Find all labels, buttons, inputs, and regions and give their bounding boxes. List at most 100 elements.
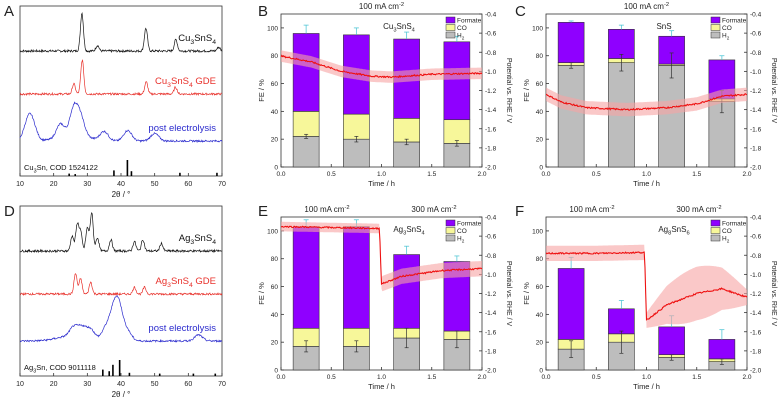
y-tick-label: 60: [536, 81, 544, 88]
panel-letter: F: [515, 203, 524, 220]
x-tick-label: 1.5: [692, 374, 701, 381]
legend-label: CO: [722, 25, 732, 32]
y2-axis-label: Potential vs. RHE / V: [505, 261, 512, 327]
legend-swatch: [445, 219, 456, 227]
bar-formate: [292, 33, 320, 112]
y2-tick-label: -0.6: [485, 234, 497, 241]
series-label: Ag3SnS4 GDE: [156, 276, 216, 289]
y2-tick-label: -0.6: [485, 31, 497, 38]
bar-h2: [557, 65, 585, 168]
x-tick-label: 0.0: [276, 374, 285, 381]
y2-tick-label: -0.8: [750, 253, 762, 260]
y2-tick-label: -1.6: [750, 329, 762, 336]
y2-tick-label: -1.2: [750, 291, 762, 298]
series-label: post electrolysis: [148, 323, 216, 334]
x-axis-label: Time / h: [368, 382, 395, 391]
panel-letter: A: [4, 3, 14, 20]
y-axis-label: FE / %: [257, 282, 266, 305]
y-tick-label: 20: [536, 137, 544, 144]
panel-b: B 0.0 0.5 1.0 1.5 2.0 Time / h 0 20 40 60 80 100 FE /…: [257, 2, 512, 188]
panel-letter: C: [515, 3, 526, 20]
legend-swatch: [445, 227, 456, 234]
potential-band: [546, 244, 747, 328]
y2-tick-label: -1.4: [750, 310, 762, 317]
legend-swatch: [710, 219, 721, 227]
series-label: Ag3SnS4: [179, 233, 216, 246]
x-tick-label: 0.5: [592, 374, 601, 381]
legend-swatch: [710, 227, 721, 234]
x-tick-label: 50: [151, 181, 159, 188]
y2-tick-label: -0.6: [750, 31, 762, 38]
legend-label: CO: [457, 25, 467, 32]
reference-label: Ag3Sn, COD 9011118: [24, 363, 96, 374]
panel-f: F 0.0 0.5 1.0 1.5 2.0 Time / h 0 20 40 60 80 100 FE /…: [515, 203, 777, 391]
x-tick-label: 1.5: [427, 374, 436, 381]
series-line: [19, 59, 223, 97]
bar-h2: [292, 136, 320, 168]
header-current-2: 300 mA cm-2: [676, 205, 721, 214]
y-tick-label: 80: [536, 256, 544, 263]
x-tick-label: 2.0: [477, 374, 486, 381]
y2-tick-label: -0.4: [485, 12, 497, 19]
legend-label: H2: [457, 33, 465, 41]
potential-band: [281, 221, 482, 292]
legend-swatch: [710, 234, 721, 242]
x-tick-label: 10: [16, 181, 24, 188]
y-axis-label: FE / %: [522, 79, 531, 102]
panel-a: A 10 20 30 40 50 60 70 2θ / ° Cu3SnS4 Cu3SnS4 GDE p…: [4, 3, 226, 199]
header-current-2: 300 mA cm-2: [411, 205, 456, 214]
panel-letter: E: [258, 203, 268, 220]
y2-tick-label: -2.0: [485, 368, 497, 375]
x-tick-label: 1.5: [427, 171, 436, 178]
y-tick-label: 20: [536, 340, 544, 347]
y2-tick-label: -1.8: [485, 145, 497, 152]
x-axis-label: 2θ / °: [112, 390, 131, 399]
material-label: Ag8SnS6: [658, 225, 689, 236]
y2-tick-label: -1.0: [485, 69, 497, 76]
y2-tick-label: -0.6: [750, 234, 762, 241]
y-tick-label: 80: [271, 256, 279, 263]
bar-h2: [393, 141, 420, 168]
panel-d: D 10 20 30 40 50 60 70 2θ / ° Ag3SnS4 Ag3SnS4 GDE p…: [4, 203, 226, 399]
y-axis-label: FE / %: [522, 282, 531, 305]
material-label: Cu3SnS4: [383, 22, 416, 33]
x-tick-label: 0.5: [327, 171, 336, 178]
x-tick-label: 1.0: [642, 171, 651, 178]
y2-tick-label: -2.0: [750, 368, 762, 375]
y-tick-label: 0: [539, 165, 543, 172]
series-line: [19, 295, 223, 343]
x-tick-label: 20: [50, 381, 58, 388]
legend-label: Formate: [457, 221, 482, 228]
bar-formate: [393, 254, 420, 329]
y-tick-label: 20: [271, 137, 279, 144]
x-axis-label: Time / h: [633, 382, 660, 391]
y2-tick-label: -0.4: [750, 215, 762, 222]
x-axis-label: Time / h: [368, 179, 395, 188]
x-tick-label: 40: [117, 381, 125, 388]
y-tick-label: 80: [536, 53, 544, 60]
series-label: post electrolysis: [148, 123, 216, 134]
y2-tick-label: -2.0: [750, 165, 762, 172]
bar-formate: [708, 339, 736, 360]
y2-tick-label: -1.8: [750, 348, 762, 355]
y2-tick-label: -1.6: [750, 126, 762, 133]
bar-formate: [557, 268, 585, 340]
y-tick-label: 0: [539, 368, 543, 375]
x-axis-label: 2θ / °: [112, 190, 131, 199]
bar-formate: [608, 308, 635, 335]
panel-letter: D: [4, 203, 15, 220]
y-tick-label: 100: [532, 228, 543, 235]
bar-h2: [343, 138, 370, 168]
legend-label: Formate: [457, 18, 482, 25]
potential-line: [280, 54, 483, 79]
legend-label: Formate: [722, 221, 747, 228]
bar-co: [393, 118, 420, 143]
x-tick-label: 1.0: [377, 171, 386, 178]
y-axis-label: FE / %: [257, 79, 266, 102]
y2-tick-label: -1.8: [750, 145, 762, 152]
bar-h2: [658, 65, 685, 168]
bar-co: [443, 119, 471, 144]
y2-tick-label: -0.8: [485, 253, 497, 260]
x-tick-label: 2.0: [742, 171, 751, 178]
